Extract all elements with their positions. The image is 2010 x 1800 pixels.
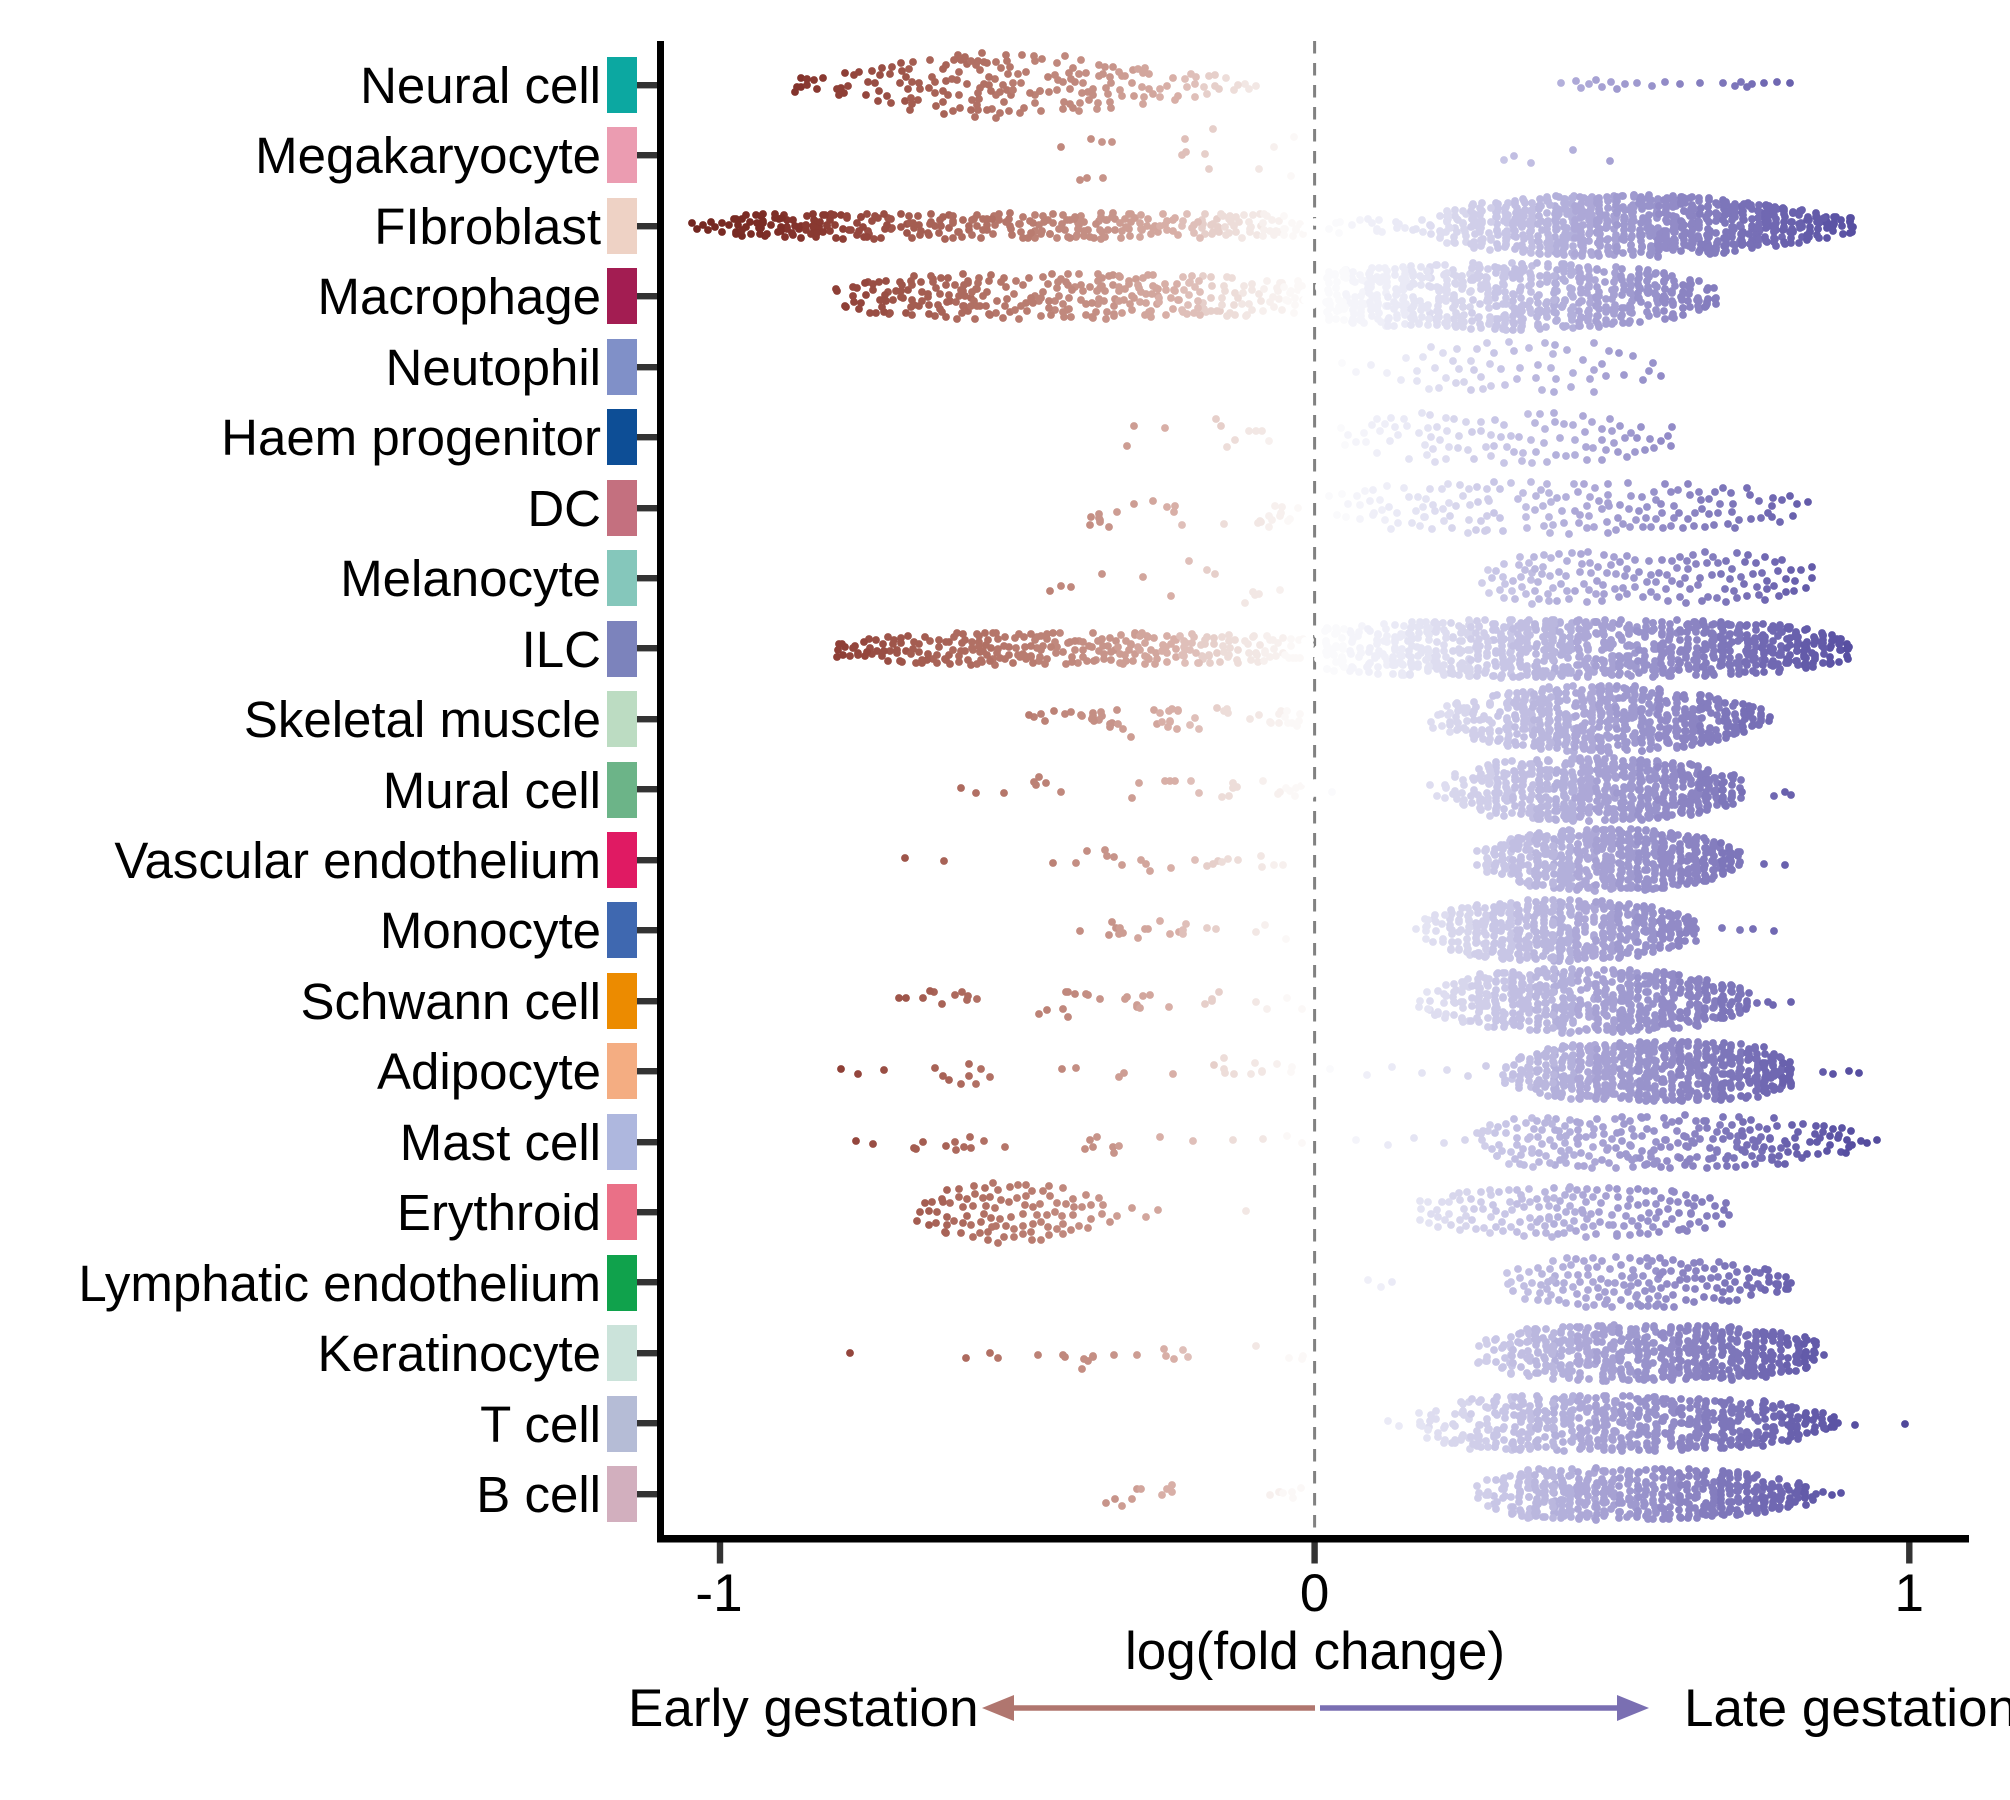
svg-text:Skeletal muscle: Skeletal muscle — [244, 691, 601, 748]
svg-text:Erythroid: Erythroid — [397, 1184, 601, 1241]
svg-text:Mural cell: Mural cell — [383, 762, 601, 819]
svg-text:Vascular endothelium: Vascular endothelium — [114, 832, 601, 889]
svg-text:Mast cell: Mast cell — [400, 1114, 601, 1171]
svg-text:Monocyte: Monocyte — [380, 902, 601, 959]
svg-text:ILC: ILC — [522, 621, 601, 678]
svg-text:DC: DC — [527, 480, 601, 537]
svg-text:Haem progenitor: Haem progenitor — [221, 409, 601, 466]
svg-text:Lymphatic endothelium: Lymphatic endothelium — [78, 1255, 601, 1312]
svg-text:B cell: B cell — [476, 1466, 601, 1523]
svg-text:Macrophage: Macrophage — [317, 268, 601, 325]
svg-text:Megakaryocyte: Megakaryocyte — [255, 127, 601, 184]
svg-text:T cell: T cell — [480, 1396, 601, 1453]
svg-text:Neural cell: Neural cell — [360, 57, 601, 114]
svg-text:Adipocyte: Adipocyte — [377, 1043, 601, 1100]
svg-text:Keratinocyte: Keratinocyte — [318, 1325, 602, 1382]
svg-text:Schwann cell: Schwann cell — [301, 973, 602, 1030]
svg-text:FIbroblast: FIbroblast — [374, 198, 601, 255]
svg-text:Neutophil: Neutophil — [386, 339, 601, 396]
svg-text:Melanocyte: Melanocyte — [340, 550, 601, 607]
